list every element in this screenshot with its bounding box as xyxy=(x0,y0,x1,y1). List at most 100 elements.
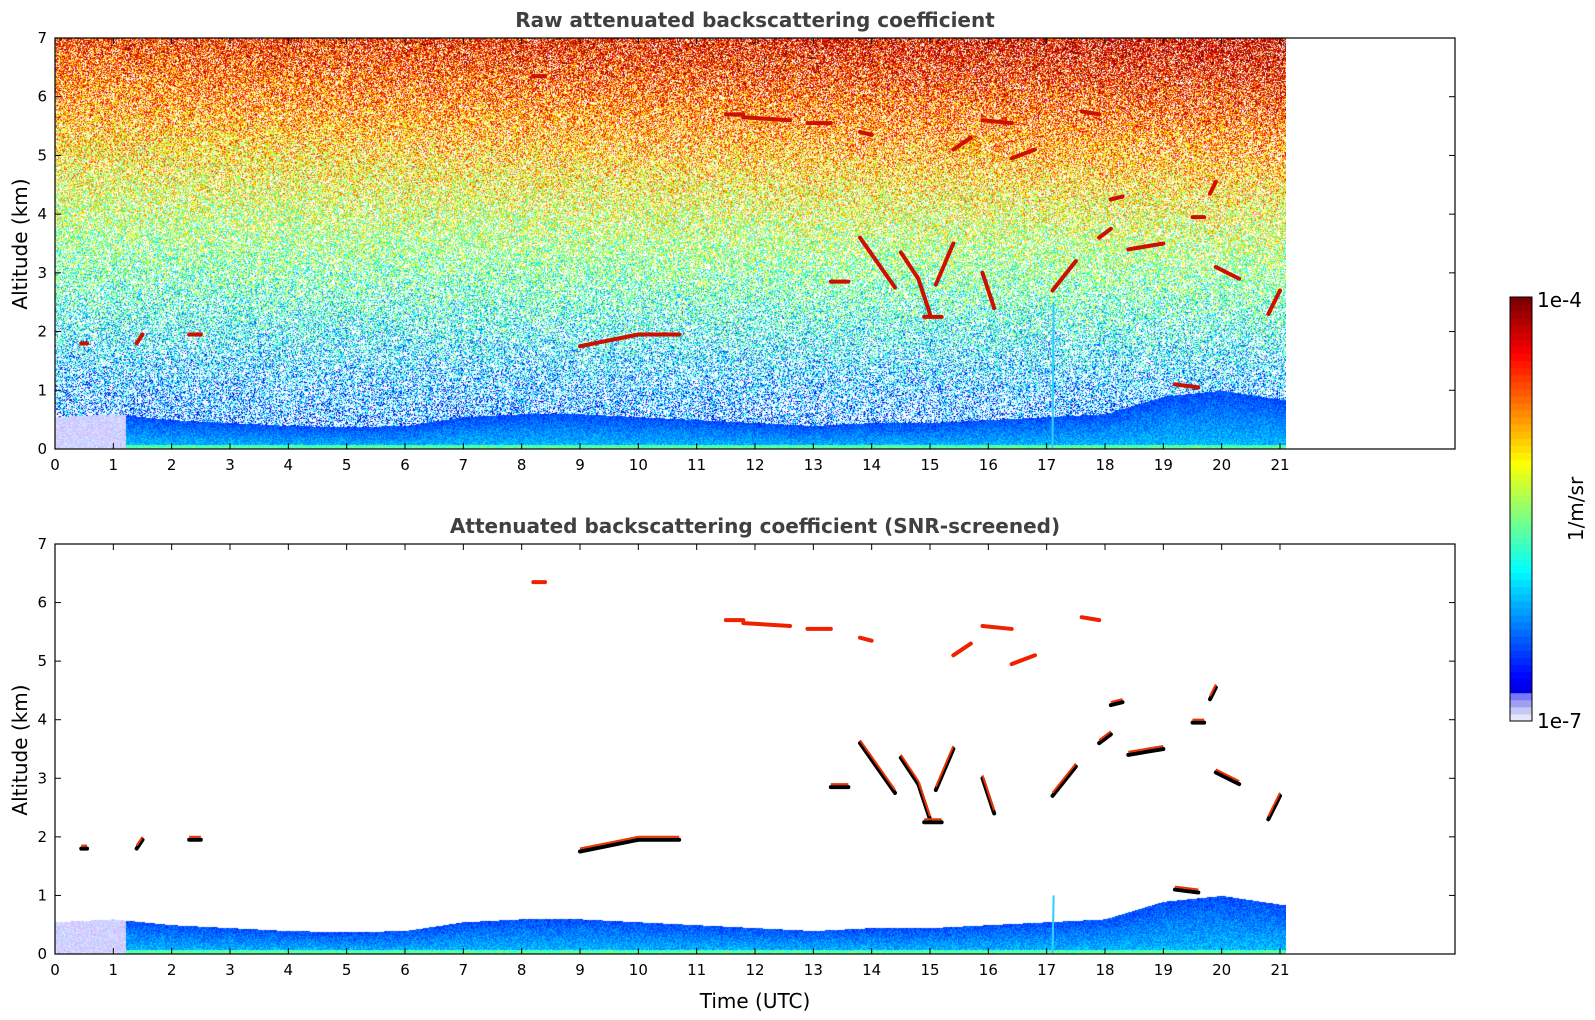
colorbar-band xyxy=(1510,544,1532,552)
snr-screened-plot-area xyxy=(55,544,1286,955)
colorbar-band xyxy=(1510,706,1532,715)
cloud-feature xyxy=(1097,732,1113,746)
colorbar-band xyxy=(1510,388,1532,397)
panel-1-title: Raw attenuated backscattering coefficien… xyxy=(515,8,995,32)
cloud-feature xyxy=(1079,615,1102,623)
cloud-feature-edge xyxy=(859,739,896,791)
cloud-feature xyxy=(1213,264,1242,281)
x-tick-label: 12 xyxy=(745,456,764,474)
x-tick-label: 2 xyxy=(167,961,177,979)
x-tick-label: 9 xyxy=(575,961,585,979)
colorbar-band xyxy=(1510,565,1532,574)
colorbar: 1e-4 1e-7 1/m/sr xyxy=(1509,288,1588,733)
cloud-feature xyxy=(898,755,921,787)
x-tick-label: 11 xyxy=(687,456,706,474)
cloud-feature xyxy=(1126,747,1166,757)
cloud-feature xyxy=(858,635,874,643)
colorbar-band xyxy=(1510,516,1532,524)
cloud-feature xyxy=(858,741,897,795)
colorbar-band xyxy=(1510,650,1532,658)
raw-y-axis-ticks: 0 1 2 3 4 5 6 7 xyxy=(37,29,1455,458)
x-tick-label: 6 xyxy=(400,456,410,474)
cloud-feature-edge xyxy=(917,780,931,817)
y-tick-label: 3 xyxy=(37,769,47,787)
cloud-feature xyxy=(858,235,897,290)
colorbar-band xyxy=(1510,586,1532,595)
x-tick-label: 15 xyxy=(920,456,939,474)
y-tick-label: 6 xyxy=(37,594,47,612)
colorbar-band xyxy=(1510,346,1532,355)
cloud-feature xyxy=(1173,382,1201,390)
colorbar-band xyxy=(1510,332,1532,340)
raw-backscatter-panel: Raw attenuated backscattering coefficien… xyxy=(8,8,1456,474)
cloud-feature-edge xyxy=(1051,762,1077,794)
colorbar-band xyxy=(1510,445,1532,453)
colorbar-band xyxy=(1510,304,1532,312)
colorbar-band xyxy=(1510,678,1532,687)
cloud-feature xyxy=(951,641,973,658)
cloud-feature-edge xyxy=(579,835,639,850)
x-tick-label: 1 xyxy=(109,456,119,474)
cloud-feature xyxy=(1050,764,1078,798)
cloud-feature xyxy=(578,332,641,349)
colorbar-band xyxy=(1510,692,1532,701)
colorbar-min-label: 1e-7 xyxy=(1537,709,1582,733)
colorbar-band xyxy=(1510,657,1532,665)
x-tick-label: 15 xyxy=(920,961,939,979)
cloud-feature xyxy=(980,118,1014,126)
cloud-feature-edge xyxy=(981,774,996,811)
x-tick-label: 11 xyxy=(687,961,706,979)
colorbar-band xyxy=(1510,622,1532,630)
colorbar-band xyxy=(1510,438,1532,446)
colorbar-band xyxy=(1510,600,1532,609)
x-tick-label: 2 xyxy=(167,456,177,474)
x-tick-label: 20 xyxy=(1212,456,1231,474)
cloud-feature xyxy=(980,624,1014,631)
x-tick-label: 8 xyxy=(517,961,527,979)
snr-x-axis-ticks: 0 1 2 3 4 5 6 7 8 9 10 11 12 13 14 15 16 17 18 19 20 21 xyxy=(50,544,1290,979)
cloud-feature xyxy=(1208,685,1218,702)
x-tick-label: 21 xyxy=(1270,961,1289,979)
y-tick-label: 4 xyxy=(37,711,47,729)
x-tick-label: 8 xyxy=(517,456,527,474)
colorbar-band xyxy=(1510,487,1532,496)
cloud-feature xyxy=(1108,194,1125,202)
y-tick-label: 1 xyxy=(37,381,47,399)
x-tick-label: 4 xyxy=(284,456,294,474)
y-tick-label: 5 xyxy=(37,652,47,670)
colorbar-band xyxy=(1510,494,1532,503)
colorbar-band xyxy=(1510,685,1532,694)
y-tick-label: 5 xyxy=(37,146,47,164)
cloud-feature xyxy=(980,270,997,311)
colorbar-band xyxy=(1510,417,1532,425)
x-tick-label: 0 xyxy=(50,961,60,979)
cloud-feature xyxy=(1213,770,1242,787)
x-tick-label: 4 xyxy=(284,961,294,979)
cloud-feature xyxy=(134,837,145,851)
x-tick-label: 17 xyxy=(1037,456,1056,474)
raw-backscatter-plot-area xyxy=(55,38,1286,450)
colorbar-band xyxy=(1510,643,1532,651)
x-tick-label: 13 xyxy=(804,961,823,979)
cloud-feature xyxy=(916,276,932,316)
colorbar-band xyxy=(1510,523,1532,531)
colorbar-unit-label: 1/m/sr xyxy=(1564,476,1588,541)
y-tick-label: 7 xyxy=(37,29,47,47)
cloud-feature-edge xyxy=(1209,684,1217,697)
cloud-feature-edge xyxy=(1110,698,1123,704)
x-tick-label: 18 xyxy=(1095,456,1114,474)
cloud-feature xyxy=(1173,887,1201,895)
x-tick-label: 5 xyxy=(342,456,352,474)
cloud-feature-edge xyxy=(1174,885,1199,891)
cloud-feature-edge xyxy=(934,745,955,788)
cloud-feature xyxy=(578,837,641,854)
x-tick-label: 5 xyxy=(342,961,352,979)
x-tick-label: 3 xyxy=(225,961,235,979)
cloud-feature xyxy=(898,250,921,281)
x-tick-label: 18 xyxy=(1095,961,1114,979)
colorbar-band xyxy=(1510,537,1532,545)
colorbar-band xyxy=(1510,353,1532,362)
colorbar-band xyxy=(1510,558,1532,567)
cloud-feature xyxy=(1266,288,1282,316)
aerosol-plume xyxy=(1051,302,1055,450)
